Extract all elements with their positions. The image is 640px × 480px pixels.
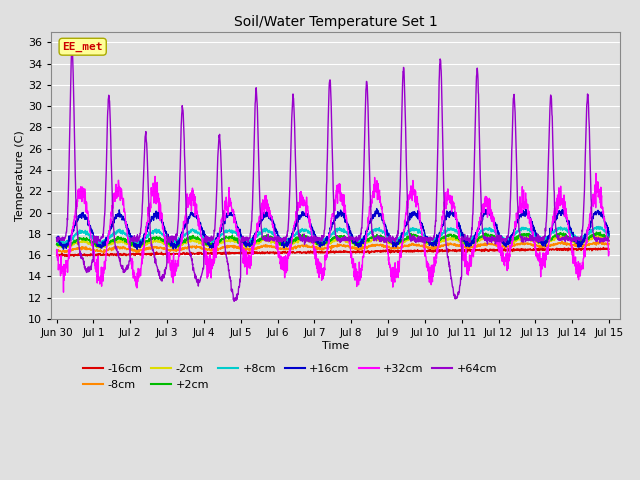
X-axis label: Time: Time — [322, 341, 349, 351]
Title: Soil/Water Temperature Set 1: Soil/Water Temperature Set 1 — [234, 15, 437, 29]
Y-axis label: Temperature (C): Temperature (C) — [15, 130, 25, 221]
Text: EE_met: EE_met — [63, 42, 103, 52]
Legend: -16cm, -8cm, -2cm, +2cm, +8cm, +16cm, +32cm, +64cm: -16cm, -8cm, -2cm, +2cm, +8cm, +16cm, +3… — [78, 360, 502, 394]
